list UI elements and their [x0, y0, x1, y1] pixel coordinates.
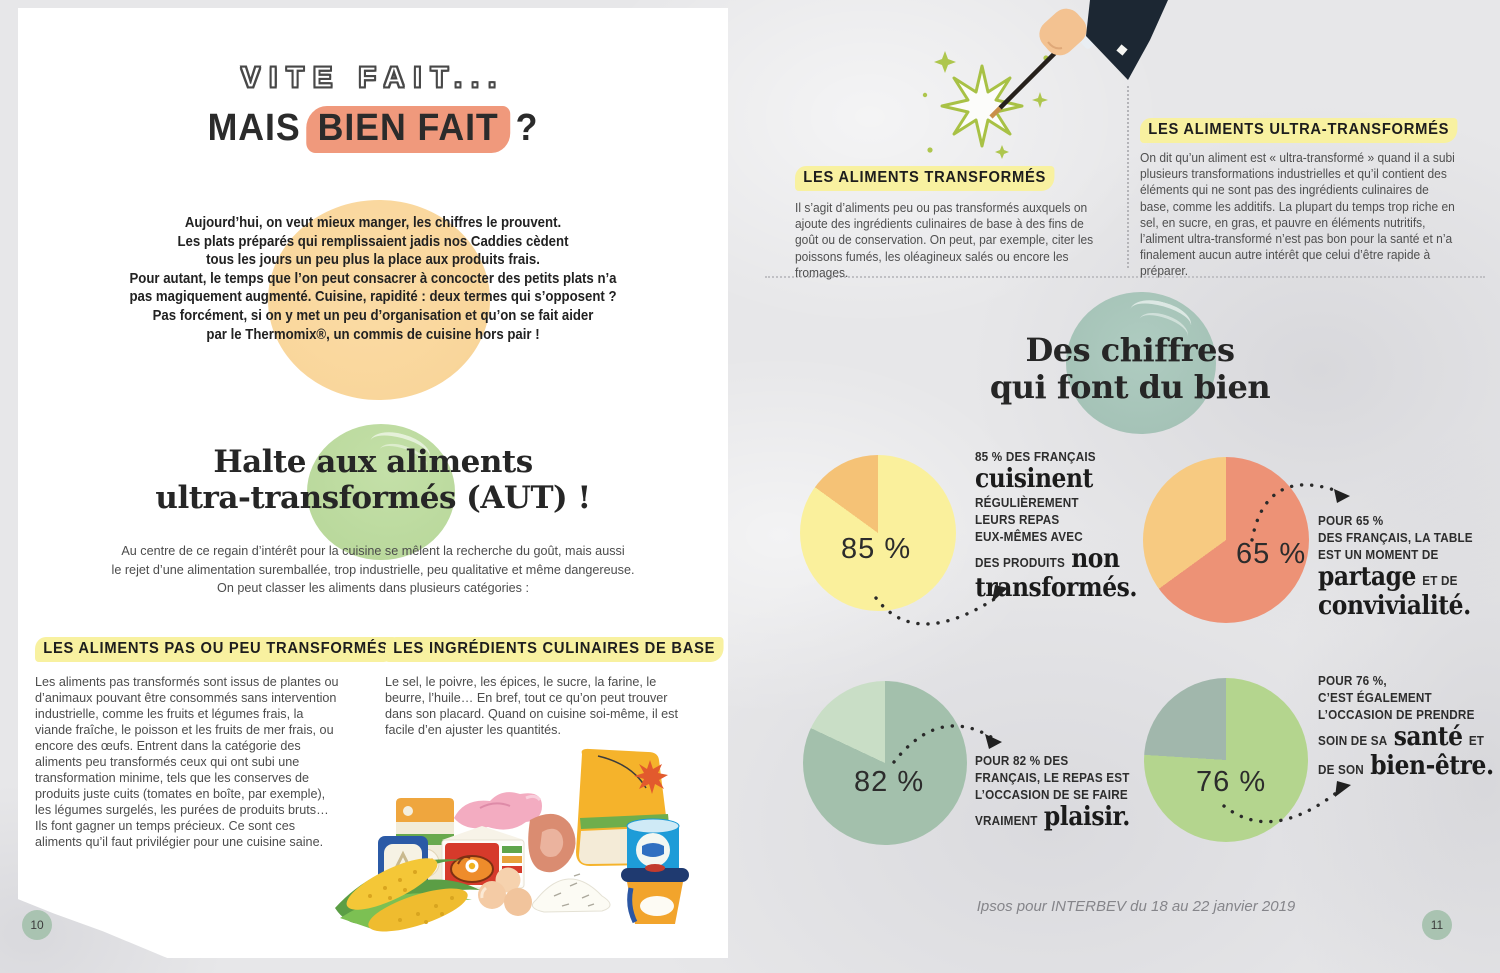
ultra-heading: LES ALIMENTS ULTRA-TRANSFORMÉS: [1140, 118, 1458, 143]
stat-keyword: partage: [1318, 562, 1416, 592]
stat-line: LEURS REPAS: [975, 512, 1060, 527]
stat-76-text: POUR 76 %, C’EST ÉGALEMENT L’OCCASION DE…: [1318, 672, 1494, 781]
stat-line: RÉGULIÈREMENT: [975, 495, 1079, 510]
stat-line: POUR 82 % DES: [975, 753, 1069, 768]
page-number-right-value: 11: [1430, 918, 1444, 932]
halte-heading-line2: ultra-transformés (AUT) !: [155, 480, 591, 516]
section-divider-dotted: [765, 276, 1485, 278]
halte-body-line: On peut classer les aliments dans plusie…: [217, 580, 529, 595]
stat-line: SOIN DE SA: [1318, 733, 1388, 748]
chiffres-title-line1: Des chiffres: [1025, 331, 1235, 369]
source-credit: Ipsos pour INTERBEV du 18 au 22 janvier …: [976, 898, 1296, 915]
stat-keyword: convivialité.: [1318, 591, 1471, 621]
intro-paragraph: Aujourd’hui, on veut mieux manger, les c…: [83, 214, 664, 344]
halte-body-line: Au centre de ce regain d’intérêt pour la…: [121, 543, 625, 558]
stat-keyword: santé: [1393, 722, 1463, 752]
stat-line: L’OCCASION DE SE FAIRE: [975, 787, 1128, 802]
pie-chart-82: [803, 681, 967, 845]
eggs-illustration: [478, 867, 532, 916]
intro-line: pas magiquement augmenté. Cuisine, rapid…: [129, 288, 617, 306]
col1-heading: LES ALIMENTS PAS OU PEU TRANSFORMÉS: [35, 637, 397, 662]
stat-line: EUX-MÊMES AVEC: [975, 529, 1083, 544]
pie-label-65: 65 %: [1236, 538, 1307, 570]
hand-icon: [1039, 8, 1087, 56]
green-blob: [307, 424, 455, 560]
intro-line: Aujourd’hui, on veut mieux manger, les c…: [184, 214, 562, 231]
magic-wand-illustration: [922, 0, 1168, 159]
pie-chart-76: [1144, 678, 1308, 842]
page-title-outline: VITE FAIT...: [240, 61, 506, 94]
halte-heading: Halte aux aliments ultra-transformés (AU…: [18, 444, 728, 516]
halte-heading-line1: Halte aux aliments: [213, 444, 533, 480]
intro-line: par le Thermomix®, un commis de cuisine …: [206, 325, 540, 343]
pie-label-82: 82 %: [854, 766, 925, 798]
page-title-main: MAIS BIEN FAIT?: [39, 106, 706, 153]
intro-line: Les plats préparés qui remplissaient jad…: [177, 232, 569, 250]
stat-82-text: POUR 82 % DES FRANÇAIS, LE REPAS EST L’O…: [975, 752, 1130, 832]
ultra-body: On dit qu’un aliment est « ultra-transfo…: [1140, 151, 1455, 279]
stat-keyword: transformés.: [975, 573, 1138, 603]
col2-body: Le sel, le poivre, les épices, le sucre,…: [385, 674, 678, 737]
stat-line: DES PRODUITS: [975, 555, 1065, 570]
stat-line: POUR 76 %,: [1318, 673, 1387, 688]
chiffres-title: Des chiffres qui font du bien: [960, 332, 1300, 406]
title-post: ?: [515, 107, 539, 149]
page-number-left: 10: [22, 910, 52, 940]
orange-blob: [268, 200, 490, 400]
stat-line: DES FRANÇAIS, LA TABLE: [1318, 530, 1473, 545]
title-pre: MAIS: [207, 107, 301, 149]
col1-body: Les aliments pas transformés sont issus …: [35, 674, 339, 849]
transformes-heading-wrap: LES ALIMENTS TRANSFORMÉS: [795, 166, 1077, 191]
stat-line: 85 % DES FRANÇAIS: [975, 449, 1096, 464]
stat-line: ET: [1468, 733, 1485, 748]
stat-85-text: 85 % DES FRANÇAIS cuisinent RÉGULIÈREMEN…: [975, 448, 1138, 603]
stat-keyword: bien-être.: [1370, 751, 1494, 781]
rice-illustration: [531, 873, 611, 913]
stat-keyword: non: [1071, 544, 1120, 574]
page-number-left-value: 10: [30, 918, 44, 932]
transformes-body: Il s’agit d’aliments peu ou pas transfor…: [795, 201, 1094, 280]
column-divider-dotted: [1127, 86, 1129, 268]
stat-line: ET DE: [1422, 573, 1458, 588]
transformes-heading: LES ALIMENTS TRANSFORMÉS: [795, 166, 1055, 191]
pie-label-76: 76 %: [1196, 766, 1267, 798]
stat-line: POUR 65 %: [1318, 513, 1384, 528]
halte-body-line: le rejet d’une alimentation suremballée,…: [111, 561, 635, 577]
col2-heading-wrap: LES INGRÉDIENTS CULINAIRES DE BASE: [385, 637, 753, 662]
ultra-heading-wrap: LES ALIMENTS ULTRA-TRANSFORMÉS: [1140, 118, 1485, 143]
intro-line: Pour autant, le temps que l’on peut cons…: [129, 269, 617, 287]
intro-line: Pas forcément, si on y met un peu d’orga…: [152, 306, 594, 324]
starburst-icon: [940, 64, 1024, 148]
meat-illustration: [528, 813, 576, 873]
chiffres-title-line2: qui font du bien: [989, 368, 1271, 406]
sleeve: [1086, 0, 1168, 80]
stat-line: FRANÇAIS, LE REPAS EST: [975, 770, 1130, 785]
halte-body: Au centre de ce regain d’intérêt pour la…: [67, 542, 678, 598]
chicken-illustration: [454, 792, 542, 830]
can-illustration: [626, 818, 680, 878]
title-highlight: BIEN FAIT: [306, 106, 510, 153]
pie-label-85: 85 %: [841, 533, 912, 565]
stat-line: DE SON: [1318, 762, 1364, 777]
intro-line: tous les jours un peu plus la place aux …: [206, 251, 540, 269]
page-number-right: 11: [1422, 910, 1452, 940]
col1-heading-wrap: LES ALIMENTS PAS OU PEU TRANSFORMÉS: [35, 637, 428, 662]
yogurt-illustration: [621, 864, 689, 924]
food-illustration: [335, 748, 689, 932]
stat-line: L’OCCASION DE PRENDRE: [1318, 707, 1475, 722]
stat-keyword: cuisinent: [975, 464, 1093, 494]
corn-illustration: [335, 858, 480, 932]
stat-keyword: plaisir.: [1043, 802, 1131, 832]
stat-line: C’EST ÉGALEMENT: [1318, 690, 1432, 705]
stat-65-text: POUR 65 % DES FRANÇAIS, LA TABLE EST UN …: [1318, 512, 1473, 621]
col2-heading: LES INGRÉDIENTS CULINAIRES DE BASE: [385, 637, 724, 662]
stat-line: EST UN MOMENT DE: [1318, 547, 1439, 562]
teal-blob: [1066, 292, 1216, 434]
stat-line: VRAIMENT: [975, 813, 1038, 828]
pie-chart-85: [800, 455, 956, 611]
